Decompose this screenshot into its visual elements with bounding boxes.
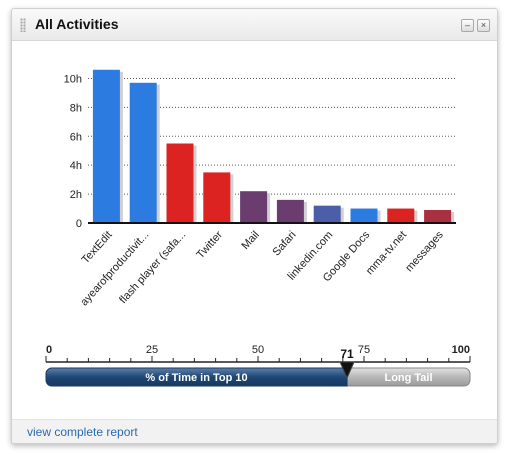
- widget-titlebar[interactable]: All Activities – ×: [12, 9, 497, 41]
- widget-footer: view complete report: [12, 419, 497, 443]
- slider-handle[interactable]: [339, 361, 355, 380]
- bar[interactable]: [387, 208, 415, 223]
- x-tick-label: messages: [403, 229, 446, 275]
- bar[interactable]: [203, 172, 231, 223]
- slider-scale-label: 25: [146, 344, 158, 356]
- all-activities-widget: All Activities – × 0 2h 4h 6h 8h 10h TextEdit…: [11, 8, 498, 444]
- y-tick-label: 2h: [70, 189, 82, 201]
- widget-title: All Activities: [35, 16, 119, 32]
- y-tick-label: 6h: [70, 131, 82, 143]
- x-tick-label: flash player (safa...: [117, 229, 188, 306]
- drag-handle-icon[interactable]: [20, 18, 26, 32]
- x-tick-label: TextEdit: [80, 229, 115, 266]
- x-tick-label: Mail: [239, 229, 261, 252]
- bar[interactable]: [350, 208, 378, 223]
- slider-tail-label: Long Tail: [384, 372, 432, 384]
- slider-scale-label: 0: [46, 344, 52, 356]
- y-tick-label: 8h: [70, 102, 82, 114]
- y-tick-label: 10h: [64, 73, 82, 85]
- view-complete-report-link[interactable]: view complete report: [27, 425, 138, 439]
- x-tick-label: Safari: [270, 229, 298, 258]
- x-tick-label: ayearofproductivit...: [78, 229, 151, 308]
- minimize-button[interactable]: –: [461, 19, 474, 32]
- y-tick-label: 0: [76, 218, 82, 230]
- x-tick-label: Twitter: [194, 229, 225, 261]
- bar[interactable]: [166, 143, 194, 224]
- activities-chart: 0 2h 4h 6h 8h 10h TextEditayearofproductivit.…: [45, 69, 471, 387]
- slider-scale-label: 100: [452, 344, 470, 356]
- slider-scale-label: 75: [358, 344, 370, 356]
- slider-value-label: 71: [340, 347, 354, 361]
- bar[interactable]: [240, 191, 268, 223]
- bar[interactable]: [92, 69, 120, 223]
- slider-scale-label: 50: [252, 344, 264, 356]
- y-tick-label: 4h: [70, 160, 82, 172]
- slider-fill: [45, 367, 348, 387]
- bar[interactable]: [424, 209, 452, 223]
- bar[interactable]: [313, 205, 341, 223]
- bar[interactable]: [129, 82, 157, 223]
- slider-top-label: % of Time in Top 10: [145, 372, 247, 384]
- bar[interactable]: [276, 199, 304, 223]
- close-button[interactable]: ×: [477, 19, 490, 32]
